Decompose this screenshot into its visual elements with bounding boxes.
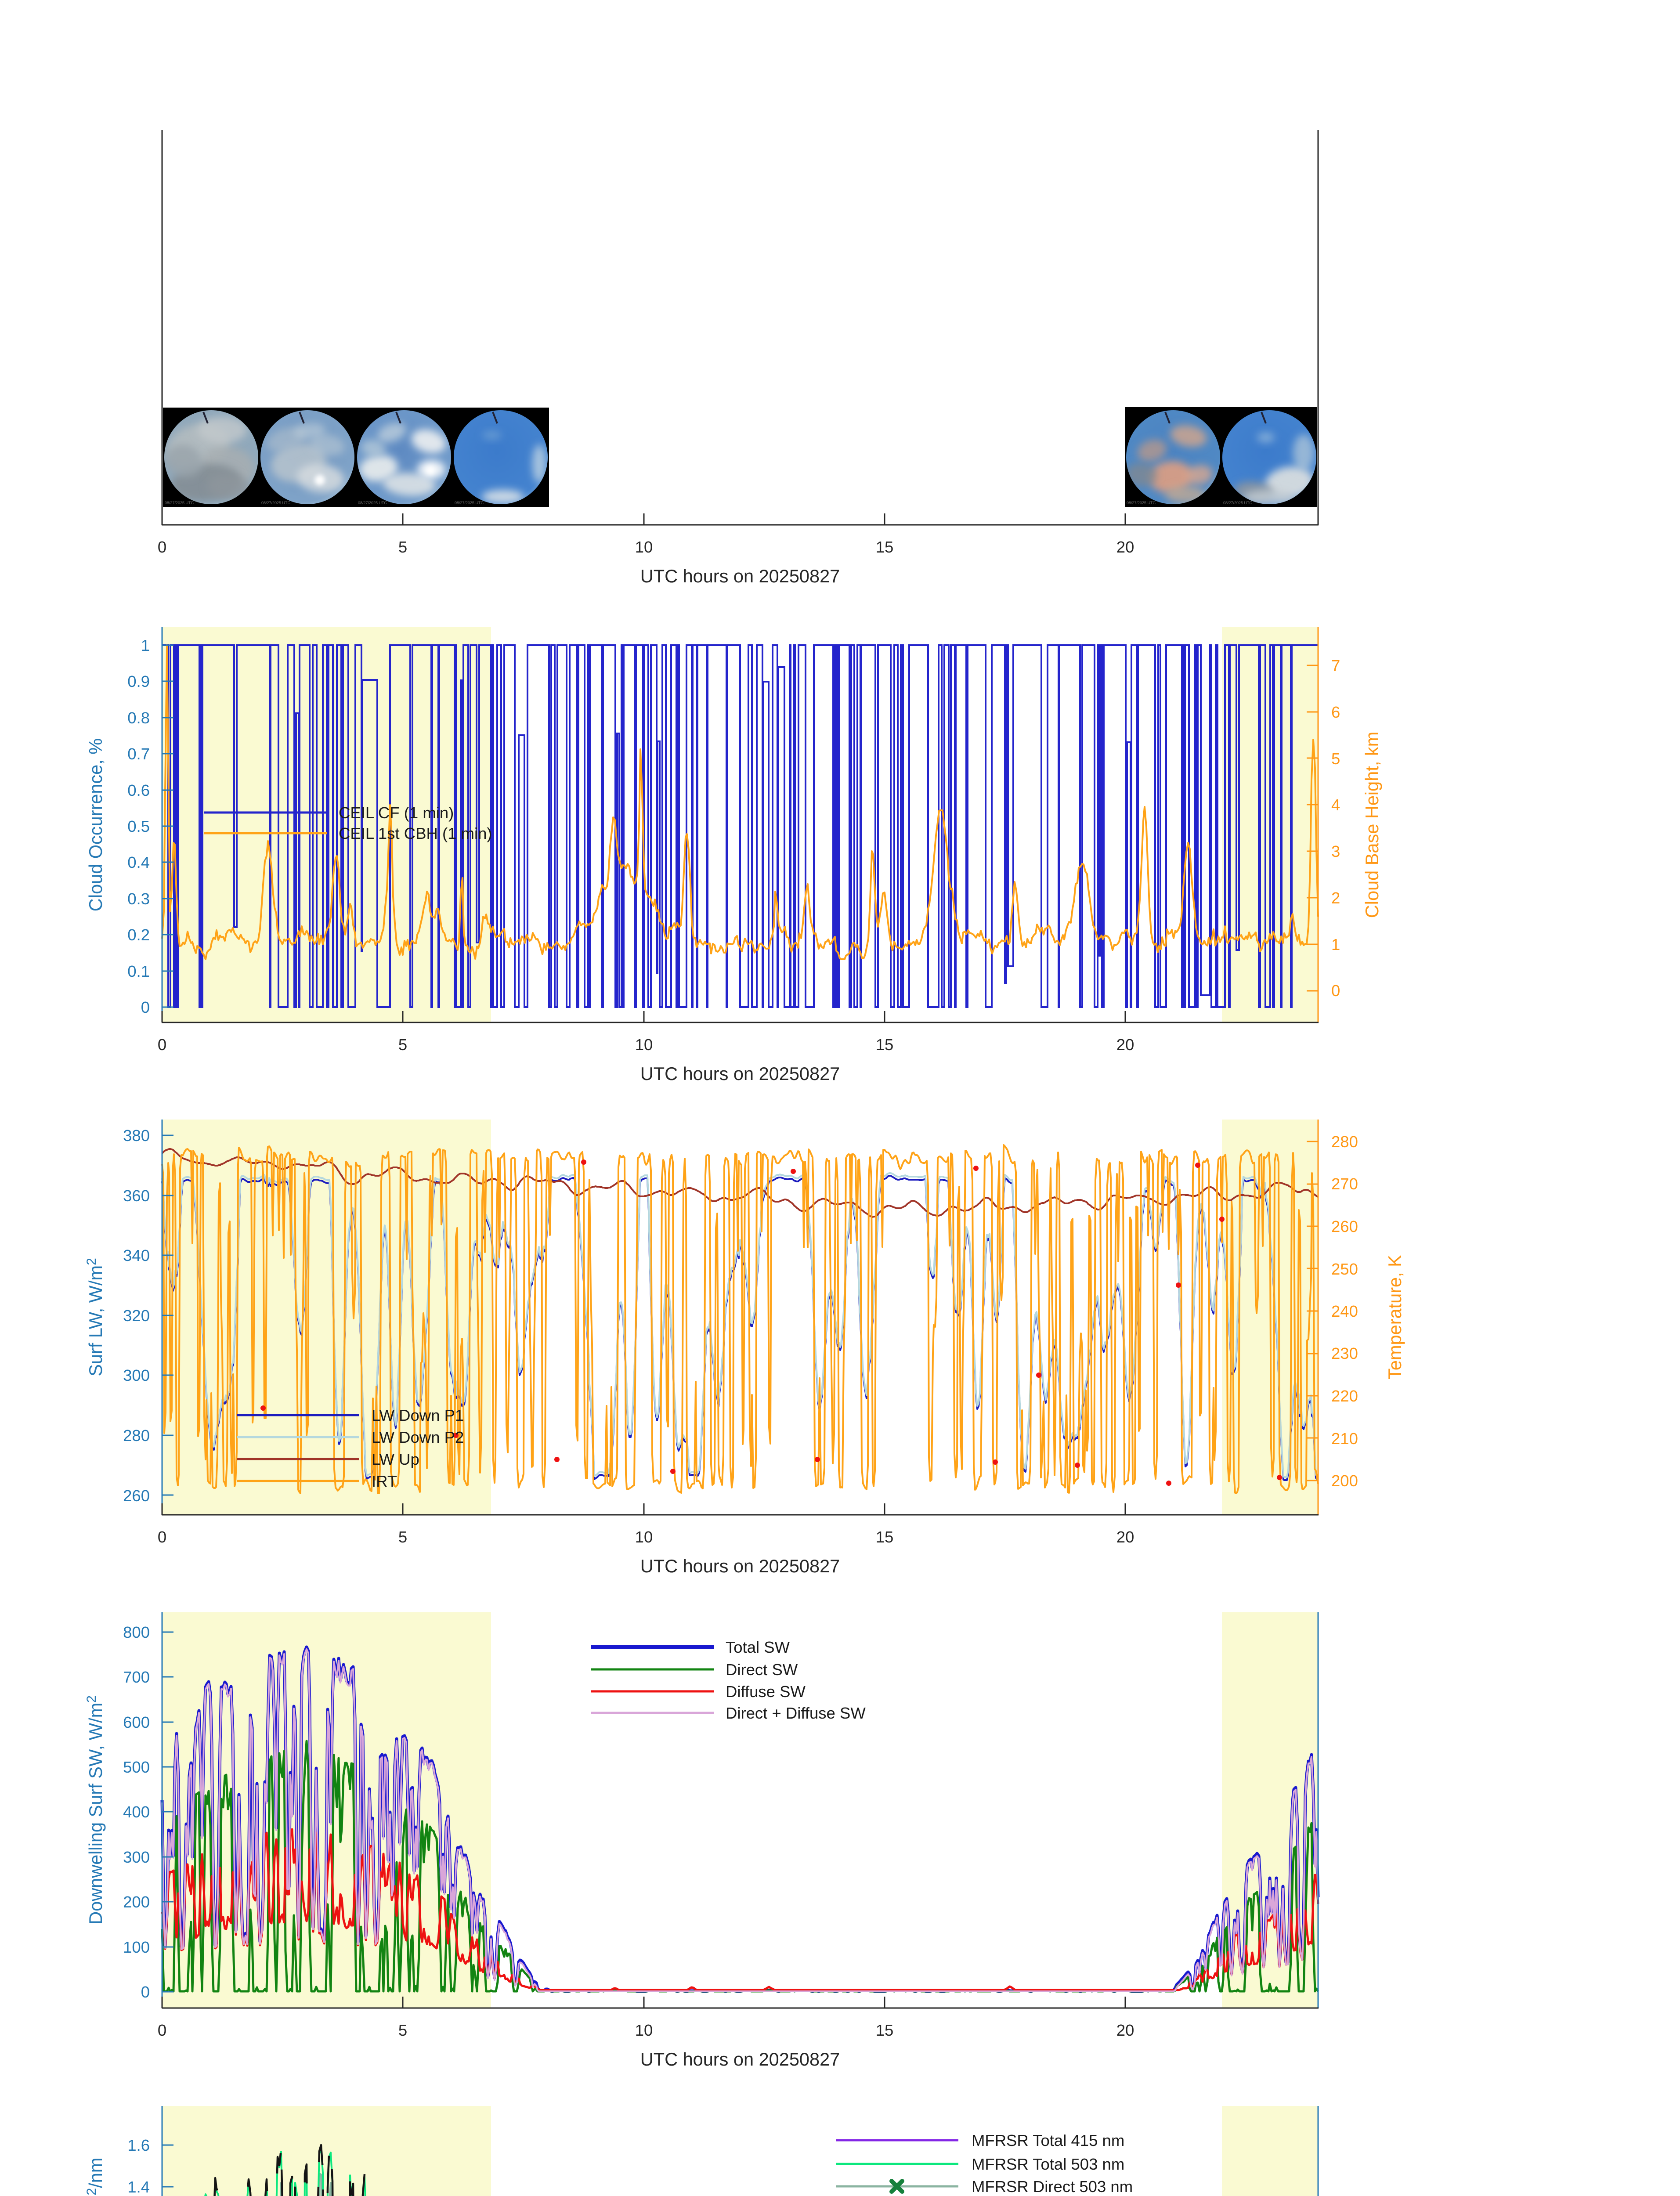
- svg-text:2: 2: [1331, 889, 1340, 907]
- svg-text:Cloud Base Height, km: Cloud Base Height, km: [1362, 732, 1382, 918]
- svg-text:380: 380: [123, 1127, 150, 1145]
- svg-text:UTC hours on 20250827: UTC hours on 20250827: [640, 1556, 840, 1576]
- svg-text:15: 15: [876, 2021, 894, 2039]
- svg-text:LW Up: LW Up: [372, 1450, 419, 1468]
- svg-text:280: 280: [123, 1427, 150, 1445]
- svg-text:MFRSR Direct 503 nm: MFRSR Direct 503 nm: [972, 2178, 1133, 2196]
- svg-text:0: 0: [158, 538, 166, 556]
- svg-text:0.7: 0.7: [127, 745, 150, 763]
- svg-text:15: 15: [876, 538, 894, 556]
- svg-text:1.4: 1.4: [127, 2178, 150, 2196]
- svg-text:300: 300: [123, 1848, 150, 1866]
- svg-text:08/27/2025 UTC: 08/27/2025 UTC: [165, 501, 194, 505]
- svg-text:20: 20: [1116, 1036, 1134, 1054]
- svg-text:230: 230: [1331, 1344, 1358, 1362]
- svg-text:1: 1: [1331, 935, 1340, 954]
- svg-text:Diffuse SW: Diffuse SW: [726, 1683, 806, 1701]
- svg-text:CEIL CF (1 min): CEIL CF (1 min): [339, 804, 454, 822]
- svg-text:08/27/2025 UTC: 08/27/2025 UTC: [1127, 501, 1156, 505]
- svg-text:3: 3: [1331, 842, 1340, 860]
- svg-text:15: 15: [876, 1528, 894, 1546]
- svg-text:340: 340: [123, 1246, 150, 1264]
- svg-text:0.1: 0.1: [127, 962, 150, 980]
- svg-text:800: 800: [123, 1623, 150, 1641]
- svg-text:200: 200: [123, 1893, 150, 1911]
- svg-text:260: 260: [1331, 1217, 1358, 1235]
- svg-text:Downwelling Narrowband, W/m2/n: Downwelling Narrowband, W/m2/nm: [84, 2158, 106, 2196]
- svg-text:0.2: 0.2: [127, 926, 150, 944]
- svg-text:08/27/2025 UTC: 08/27/2025 UTC: [261, 501, 291, 505]
- svg-text:LW Down P1: LW Down P1: [372, 1406, 464, 1424]
- svg-text:0.3: 0.3: [127, 890, 150, 908]
- svg-text:Total SW: Total SW: [726, 1638, 790, 1656]
- svg-text:20: 20: [1116, 538, 1134, 556]
- svg-text:260: 260: [123, 1487, 150, 1505]
- svg-text:0.4: 0.4: [127, 853, 150, 871]
- svg-text:0: 0: [158, 1528, 166, 1546]
- svg-text:10: 10: [635, 1528, 653, 1546]
- svg-text:700: 700: [123, 1668, 150, 1686]
- svg-text:5: 5: [398, 1036, 407, 1054]
- svg-text:280: 280: [1331, 1133, 1358, 1151]
- svg-text:250: 250: [1331, 1260, 1358, 1278]
- svg-text:1.6: 1.6: [127, 2136, 150, 2154]
- svg-text:CEIL 1st CBH (1 min): CEIL 1st CBH (1 min): [339, 824, 492, 842]
- svg-text:UTC hours on 20250827: UTC hours on 20250827: [640, 1063, 840, 1084]
- svg-text:360: 360: [123, 1187, 150, 1205]
- svg-text:5: 5: [1331, 750, 1340, 768]
- svg-text:10: 10: [635, 538, 653, 556]
- svg-text:UTC hours on 20250827: UTC hours on 20250827: [640, 2049, 840, 2070]
- svg-text:270: 270: [1331, 1175, 1358, 1193]
- svg-text:600: 600: [123, 1713, 150, 1731]
- svg-text:IRT: IRT: [372, 1472, 397, 1490]
- svg-text:LW Down P2: LW Down P2: [372, 1428, 464, 1446]
- svg-text:0: 0: [141, 998, 150, 1016]
- svg-text:300: 300: [123, 1366, 150, 1384]
- svg-text:15: 15: [876, 1036, 894, 1054]
- svg-text:210: 210: [1331, 1430, 1358, 1448]
- svg-text:5: 5: [398, 538, 407, 556]
- svg-text:Direct SW: Direct SW: [726, 1661, 798, 1679]
- svg-text:400: 400: [123, 1803, 150, 1821]
- svg-text:0: 0: [158, 2021, 166, 2039]
- svg-text:0: 0: [158, 1036, 166, 1054]
- svg-text:0.6: 0.6: [127, 781, 150, 799]
- svg-text:240: 240: [1331, 1302, 1358, 1320]
- svg-text:0.9: 0.9: [127, 672, 150, 690]
- svg-text:08/27/2025 UTC: 08/27/2025 UTC: [455, 501, 484, 505]
- svg-text:4: 4: [1331, 796, 1340, 814]
- svg-text:08/27/2025 UTC: 08/27/2025 UTC: [1223, 501, 1253, 505]
- svg-text:10: 10: [635, 1036, 653, 1054]
- svg-text:200: 200: [1331, 1472, 1358, 1490]
- svg-text:500: 500: [123, 1758, 150, 1776]
- svg-text:5: 5: [398, 2021, 407, 2039]
- svg-text:UTC hours on 20250827: UTC hours on 20250827: [640, 566, 840, 586]
- svg-text:Temperature, K: Temperature, K: [1384, 1255, 1405, 1380]
- svg-text:220: 220: [1331, 1387, 1358, 1405]
- svg-text:7: 7: [1331, 657, 1340, 675]
- svg-text:6: 6: [1331, 703, 1340, 721]
- svg-text:10: 10: [635, 2021, 653, 2039]
- svg-text:0: 0: [1331, 982, 1340, 1000]
- svg-text:5: 5: [398, 1528, 407, 1546]
- svg-text:1: 1: [141, 636, 150, 654]
- svg-text:Direct + Diffuse SW: Direct + Diffuse SW: [726, 1704, 866, 1722]
- svg-text:Surf LW, W/m2: Surf LW, W/m2: [84, 1258, 106, 1376]
- svg-text:MFRSR Total 503 nm: MFRSR Total 503 nm: [972, 2155, 1124, 2173]
- svg-text:320: 320: [123, 1307, 150, 1325]
- svg-text:0: 0: [141, 1983, 150, 2001]
- svg-text:08/27/2025 UTC: 08/27/2025 UTC: [358, 501, 387, 505]
- svg-text:0.5: 0.5: [127, 817, 150, 835]
- svg-text:0.8: 0.8: [127, 709, 150, 727]
- svg-text:20: 20: [1116, 2021, 1134, 2039]
- svg-text:MFRSR Total 415 nm: MFRSR Total 415 nm: [972, 2131, 1124, 2149]
- svg-text:Downwelling Surf SW, W/m2: Downwelling Surf SW, W/m2: [84, 1695, 106, 1925]
- svg-text:Cloud Occurrence, %: Cloud Occurrence, %: [85, 738, 106, 911]
- svg-text:100: 100: [123, 1938, 150, 1956]
- svg-text:20: 20: [1116, 1528, 1134, 1546]
